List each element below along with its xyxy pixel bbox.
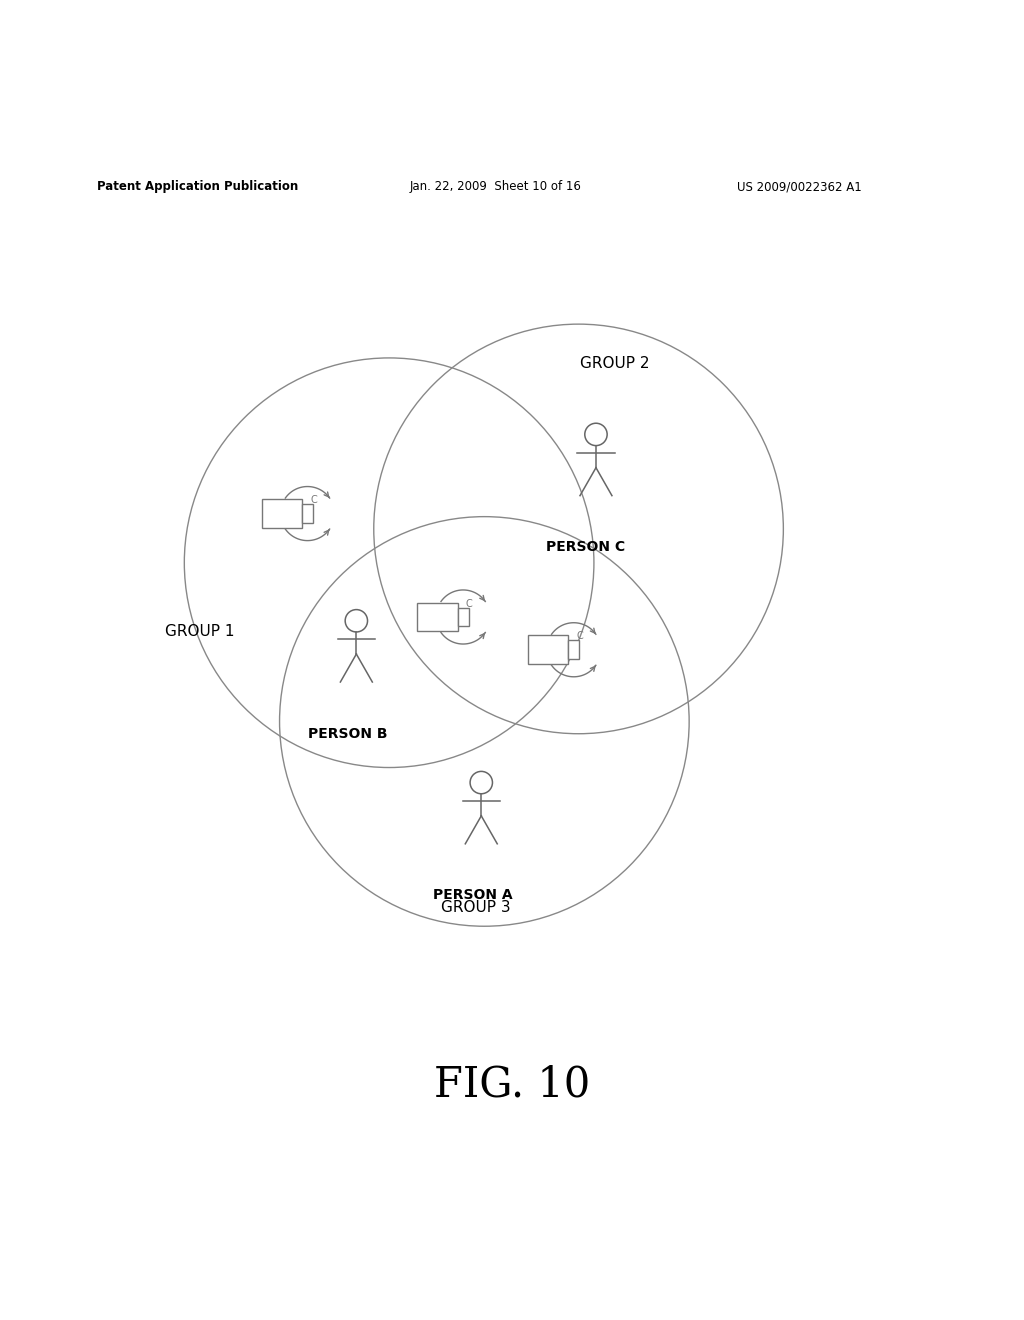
Text: PERSON B: PERSON B [308, 726, 388, 741]
Text: GROUP 2: GROUP 2 [580, 355, 649, 371]
Bar [302, 504, 313, 523]
Bar [417, 603, 458, 631]
Text: Patent Application Publication: Patent Application Publication [97, 181, 299, 194]
Text: GROUP 1: GROUP 1 [165, 624, 234, 639]
Text: C: C [577, 631, 583, 642]
Text: Jan. 22, 2009  Sheet 10 of 16: Jan. 22, 2009 Sheet 10 of 16 [410, 181, 582, 194]
Bar [458, 607, 469, 626]
Text: GROUP 3: GROUP 3 [441, 900, 511, 915]
Bar [261, 499, 302, 528]
Bar [527, 635, 568, 664]
Text: C: C [466, 598, 472, 609]
Text: C: C [310, 495, 316, 506]
Text: PERSON A: PERSON A [433, 888, 513, 903]
Bar [568, 640, 580, 659]
Text: PERSON C: PERSON C [546, 540, 626, 554]
Text: US 2009/0022362 A1: US 2009/0022362 A1 [737, 181, 862, 194]
Text: FIG. 10: FIG. 10 [434, 1064, 590, 1106]
